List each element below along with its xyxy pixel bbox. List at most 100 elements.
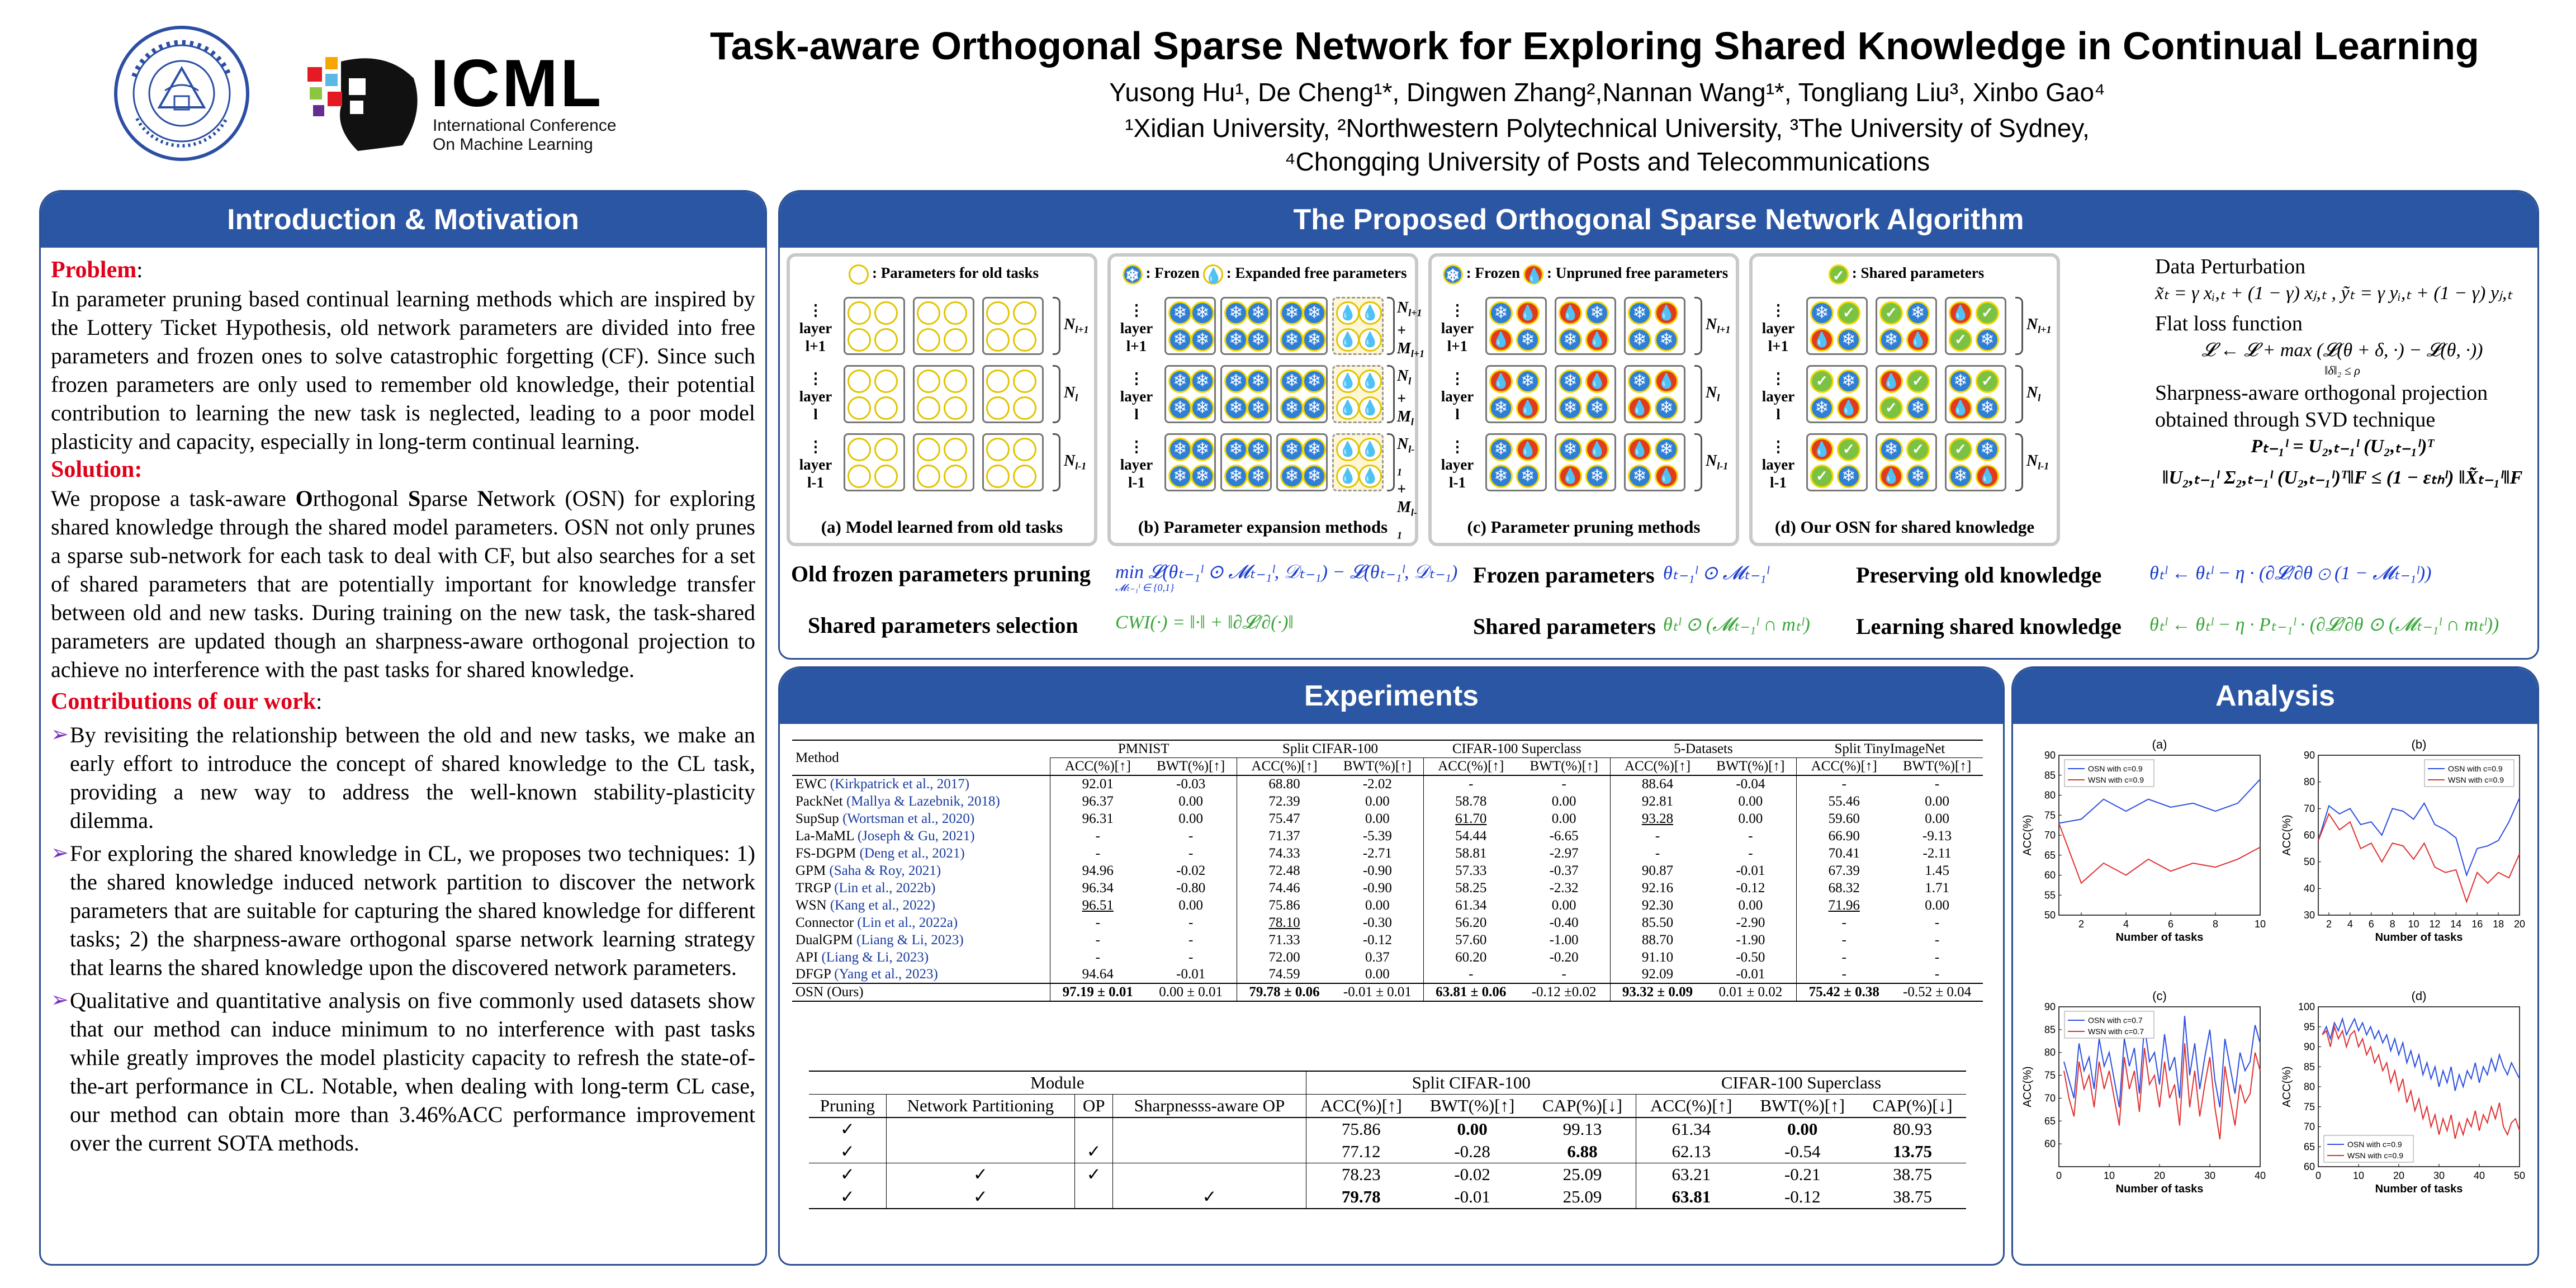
metric-header: CAP(%)[↓] — [1528, 1094, 1636, 1118]
shared-parameter-icon: ✓ — [1879, 301, 1903, 325]
neuron-count-brace — [1053, 365, 1060, 423]
y-tick-label: 80 — [2304, 776, 2315, 788]
x-tick-label: 10 — [2408, 918, 2419, 930]
value-cell: 77.12 — [1305, 1140, 1416, 1163]
frozen-snowflake-icon: ❄ — [1516, 465, 1540, 488]
frozen-snowflake-icon: ❄ — [1280, 301, 1304, 325]
value-cell: -0.12 — [1746, 1186, 1859, 1209]
value-cell: 92.09 — [1609, 966, 1705, 983]
x-tick-label: 18 — [2493, 918, 2504, 930]
frozen-snowflake-icon: ❄ — [1810, 301, 1834, 325]
old-parameter-icon — [1013, 328, 1036, 352]
old-parameter-icon — [849, 264, 869, 285]
free-parameter-drop-icon: 💧 — [1336, 301, 1360, 325]
pruning-mask-subscript: 𝓜ₜ₋₁ˡ ∈ {0,1} — [1115, 582, 1175, 593]
empty-cell — [1074, 1117, 1113, 1140]
shared-parameter-icon: ✓ — [1906, 438, 1930, 461]
frozen-snowflake-icon: ❄ — [1224, 465, 1248, 488]
frozen-snowflake-icon: ❄ — [1976, 396, 1999, 420]
main-results-body: EWC (Kirkpatrick et al., 2017) 92.01 -0.03… — [792, 775, 1983, 1002]
series-line-osn — [2058, 779, 2261, 824]
free-parameter-drop-icon: 💧 — [1489, 370, 1513, 393]
x-tick-label: 4 — [2123, 918, 2129, 930]
free-parameter-drop-icon: 💧 — [1358, 370, 1382, 393]
free-parameter-drop-icon: 💧 — [1585, 370, 1609, 393]
x-tick-label: 40 — [2474, 1170, 2485, 1181]
frozen-snowflake-icon: ❄ — [1168, 396, 1192, 420]
shared-parameter-icon: ✓ — [1879, 396, 1903, 420]
x-tick-label: 10 — [2353, 1170, 2364, 1181]
parameter-block: 💧 ✓ ✓ ❄ — [1876, 365, 1937, 423]
value-cell: -0.90 — [1362, 863, 1392, 878]
flat-loss-label: Flat loss function — [2155, 312, 2303, 335]
method-cell: FS-DGPM (Deng et al., 2021) — [795, 845, 965, 861]
empty-cell — [1112, 1117, 1306, 1140]
legend-label: WSN with c=0.9 — [2347, 1151, 2403, 1160]
value-cell: 13.75 — [1893, 1142, 1932, 1161]
free-parameter-drop-icon: 💧 — [1516, 438, 1540, 461]
neuron-count-brace — [1387, 365, 1395, 423]
value-cell: 75.42 ± 0.38 — [1796, 983, 1892, 1002]
frozen-snowflake-icon: ❄ — [1976, 438, 1999, 461]
layer-label: ⋮ layer l-1 — [1761, 438, 1795, 491]
free-parameter-drop-icon: 💧 — [1585, 328, 1609, 352]
data-perturbation-formula: x̃ₜ = γ xᵢ,ₜ + (1 − γ) xⱼ,ₜ , ỹₜ = γ yᵢ,… — [2155, 283, 2513, 304]
problem-heading: Problem — [51, 257, 137, 283]
parameter-block — [982, 365, 1044, 423]
value-cell: -0.80 — [1176, 880, 1206, 896]
neuron-count-label: Nl+1 — [1064, 316, 1089, 335]
old-parameter-icon — [944, 328, 967, 352]
value-cell: 96.34 — [1050, 879, 1145, 897]
table-row: TRGP (Lin et al., 2022b) 96.34 -0.80 74.46 -… — [792, 879, 1983, 897]
value-cell: 0.00 — [1925, 897, 1949, 913]
learning-shared-knowledge-label: Learning shared knowledge — [1856, 614, 2122, 639]
value-cell: -0.30 — [1362, 915, 1392, 930]
shared-parameter-icon: ✓ — [1837, 301, 1860, 325]
ablation-table: Module Split CIFAR-100 CIFAR-100 Supercl… — [809, 1071, 1966, 1209]
series-line-wsn — [2063, 1043, 2261, 1140]
old-parameter-icon — [986, 370, 1010, 393]
value-cell: - — [1796, 949, 1892, 966]
data-perturbation-label: Data Perturbation — [2155, 255, 2306, 278]
old-parameter-icon — [944, 370, 967, 393]
value-cell: 58.25 — [1423, 879, 1518, 897]
value-cell: - — [1188, 932, 1194, 948]
value-cell: -2.71 — [1362, 845, 1392, 861]
analysis-panel: Analysis (a) 2 4 6 8 10 50 55 60 65 70 75 80 85 90 Numb… — [2011, 666, 2539, 1266]
free-parameter-drop-icon: 💧 — [1976, 465, 1999, 488]
shared-parameters-label: Shared parameters — [1473, 614, 1656, 639]
frozen-snowflake-icon: ❄ — [1191, 465, 1214, 488]
metric-header: ACC(%)[↑] — [1423, 757, 1518, 776]
value-cell: -2.32 — [1549, 880, 1579, 896]
y-tick-label: 95 — [2304, 1021, 2315, 1033]
value-cell: 94.96 — [1050, 862, 1145, 879]
value-cell: 0.00 — [1738, 897, 1763, 913]
ablation-body: ✓ 75.86 0.00 99.13 61.34 0.00 80.93 ✓ ✓ 77.12 -0.2… — [809, 1117, 1966, 1209]
old-parameter-icon — [986, 301, 1010, 325]
old-parameter-icon — [874, 396, 898, 420]
x-tick-label: 20 — [2514, 918, 2525, 930]
parameter-block: ❄ ❄ ❄ ❄ — [1164, 297, 1216, 355]
frozen-snowflake-icon: ❄ — [1280, 396, 1304, 420]
old-parameter-icon — [917, 465, 940, 488]
frozen-snowflake-icon: ❄ — [1516, 370, 1540, 393]
value-cell: -5.39 — [1362, 828, 1392, 844]
y-tick-label: 60 — [2044, 1138, 2056, 1149]
table-row: GPM (Saha & Roy, 2021) 94.96 -0.02 72.48 -0.… — [792, 862, 1983, 879]
x-tick-label: 4 — [2347, 918, 2353, 930]
affiliations-line2: ⁴Chongqing University of Posts and Telec… — [1284, 147, 1930, 176]
icml-logo: ICML International Conference On Machine… — [302, 45, 637, 157]
x-axis-label: Number of tasks — [2375, 931, 2463, 944]
y-tick-label: 50 — [2044, 910, 2056, 921]
table-row: DualGPM (Liang & Li, 2023) - - 71.33 -0.12 57… — [792, 931, 1983, 949]
value-cell: 6.88 — [1567, 1142, 1598, 1161]
intro-body: Problem: In parameter pruning based cont… — [41, 248, 765, 1157]
value-cell: -0.37 — [1549, 863, 1579, 878]
frozen-snowflake-icon: ❄ — [1810, 396, 1834, 420]
layer-label: ⋮ layer l — [1441, 370, 1474, 423]
free-parameter-drop-icon: 💧 — [1358, 301, 1382, 325]
value-cell: 63.81 — [1636, 1186, 1746, 1209]
value-cell: 88.70 — [1609, 931, 1705, 949]
old-parameter-icon — [917, 328, 940, 352]
frozen-snowflake-icon: ❄ — [1906, 465, 1930, 488]
